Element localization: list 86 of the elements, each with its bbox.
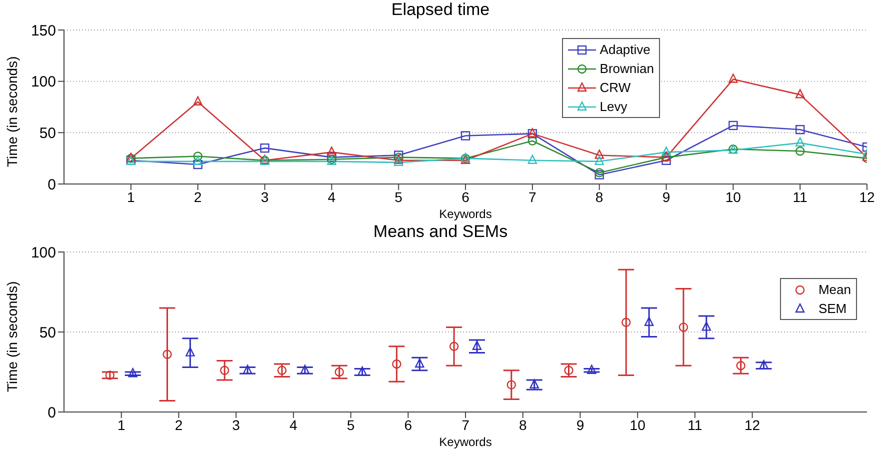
x-tick-label: 10 xyxy=(630,416,646,433)
point xyxy=(392,359,402,369)
x-tick-label: 11 xyxy=(688,416,702,433)
point xyxy=(594,150,604,159)
x-tick-label: 9 xyxy=(576,416,584,433)
point xyxy=(260,143,270,153)
point xyxy=(327,146,336,156)
legend-label: Levy xyxy=(600,98,628,116)
x-tick-label: 4 xyxy=(290,416,298,433)
x-tick-label: 6 xyxy=(404,416,412,433)
point xyxy=(728,74,738,83)
point xyxy=(644,316,654,326)
point xyxy=(128,368,138,378)
point xyxy=(594,156,604,166)
point xyxy=(662,146,671,156)
x-tick-label: 2 xyxy=(194,188,202,205)
y-tick-label: 0 xyxy=(48,176,56,194)
point xyxy=(528,154,538,164)
y-tick-label: 150 xyxy=(30,22,56,40)
chart-title: Means and SEMs xyxy=(372,222,509,243)
y-axis-title: Time (in seconds) xyxy=(4,281,20,392)
point xyxy=(564,366,574,375)
y-tick-label: 0 xyxy=(48,404,56,422)
point xyxy=(242,364,252,374)
point xyxy=(587,364,596,374)
point xyxy=(795,89,805,98)
point xyxy=(193,156,202,166)
x-tick-label: 3 xyxy=(260,188,269,205)
point xyxy=(193,152,202,161)
x-tick-label: 8 xyxy=(518,416,527,433)
x-axis-title: Keywords xyxy=(439,207,492,221)
legend-label: Adaptive xyxy=(600,41,650,59)
x-tick-label: 11 xyxy=(792,188,808,205)
point xyxy=(528,136,538,146)
x-tick-label: 3 xyxy=(232,416,240,433)
x-tick-label: 8 xyxy=(595,188,604,205)
point xyxy=(193,96,202,106)
x-axis-title: Keywords xyxy=(439,435,492,449)
x-tick-label: 5 xyxy=(394,188,403,205)
y-axis-title: Time (in seconds) xyxy=(4,56,20,167)
point xyxy=(105,370,114,380)
legend-label: Brownian xyxy=(600,60,654,78)
point xyxy=(662,156,671,165)
x-tick-label: 7 xyxy=(462,416,470,433)
x-tick-label: 2 xyxy=(174,416,183,433)
y-tick-label: 50 xyxy=(39,324,56,342)
x-tick-label: 9 xyxy=(662,188,670,205)
y-tick-label: 50 xyxy=(39,124,56,142)
point xyxy=(162,350,172,359)
legend-label: CRW xyxy=(600,79,631,97)
chart-title: Elapsed time xyxy=(390,0,491,21)
point xyxy=(795,137,805,147)
legend-label: Mean xyxy=(818,281,851,299)
x-tick-label: 12 xyxy=(859,188,875,205)
x-tick-label: 7 xyxy=(528,188,537,205)
x-tick-label: 1 xyxy=(127,188,136,205)
point xyxy=(415,358,424,368)
point xyxy=(220,366,230,375)
point xyxy=(334,367,344,377)
point xyxy=(277,366,287,375)
point xyxy=(506,380,516,390)
x-tick-label: 6 xyxy=(462,188,470,205)
y-tick-label: 100 xyxy=(30,244,56,262)
point xyxy=(728,120,738,130)
point xyxy=(449,342,459,351)
point xyxy=(622,318,631,327)
y-tick-label: 100 xyxy=(30,74,56,91)
point xyxy=(300,364,310,374)
point xyxy=(358,366,367,376)
x-tick-label: 10 xyxy=(725,188,742,205)
point xyxy=(394,156,404,166)
point xyxy=(795,124,805,134)
point xyxy=(460,131,470,140)
x-tick-label: 4 xyxy=(328,188,336,205)
x-tick-label: 5 xyxy=(346,416,355,433)
point xyxy=(472,340,482,350)
point xyxy=(530,379,539,388)
point xyxy=(678,322,688,332)
point xyxy=(736,361,746,370)
point xyxy=(186,347,195,356)
point xyxy=(193,160,202,170)
point xyxy=(702,322,711,331)
legend-label: SEM xyxy=(818,300,847,318)
point xyxy=(795,146,805,156)
x-tick-label: 12 xyxy=(744,416,760,433)
x-tick-label: 1 xyxy=(117,416,126,433)
